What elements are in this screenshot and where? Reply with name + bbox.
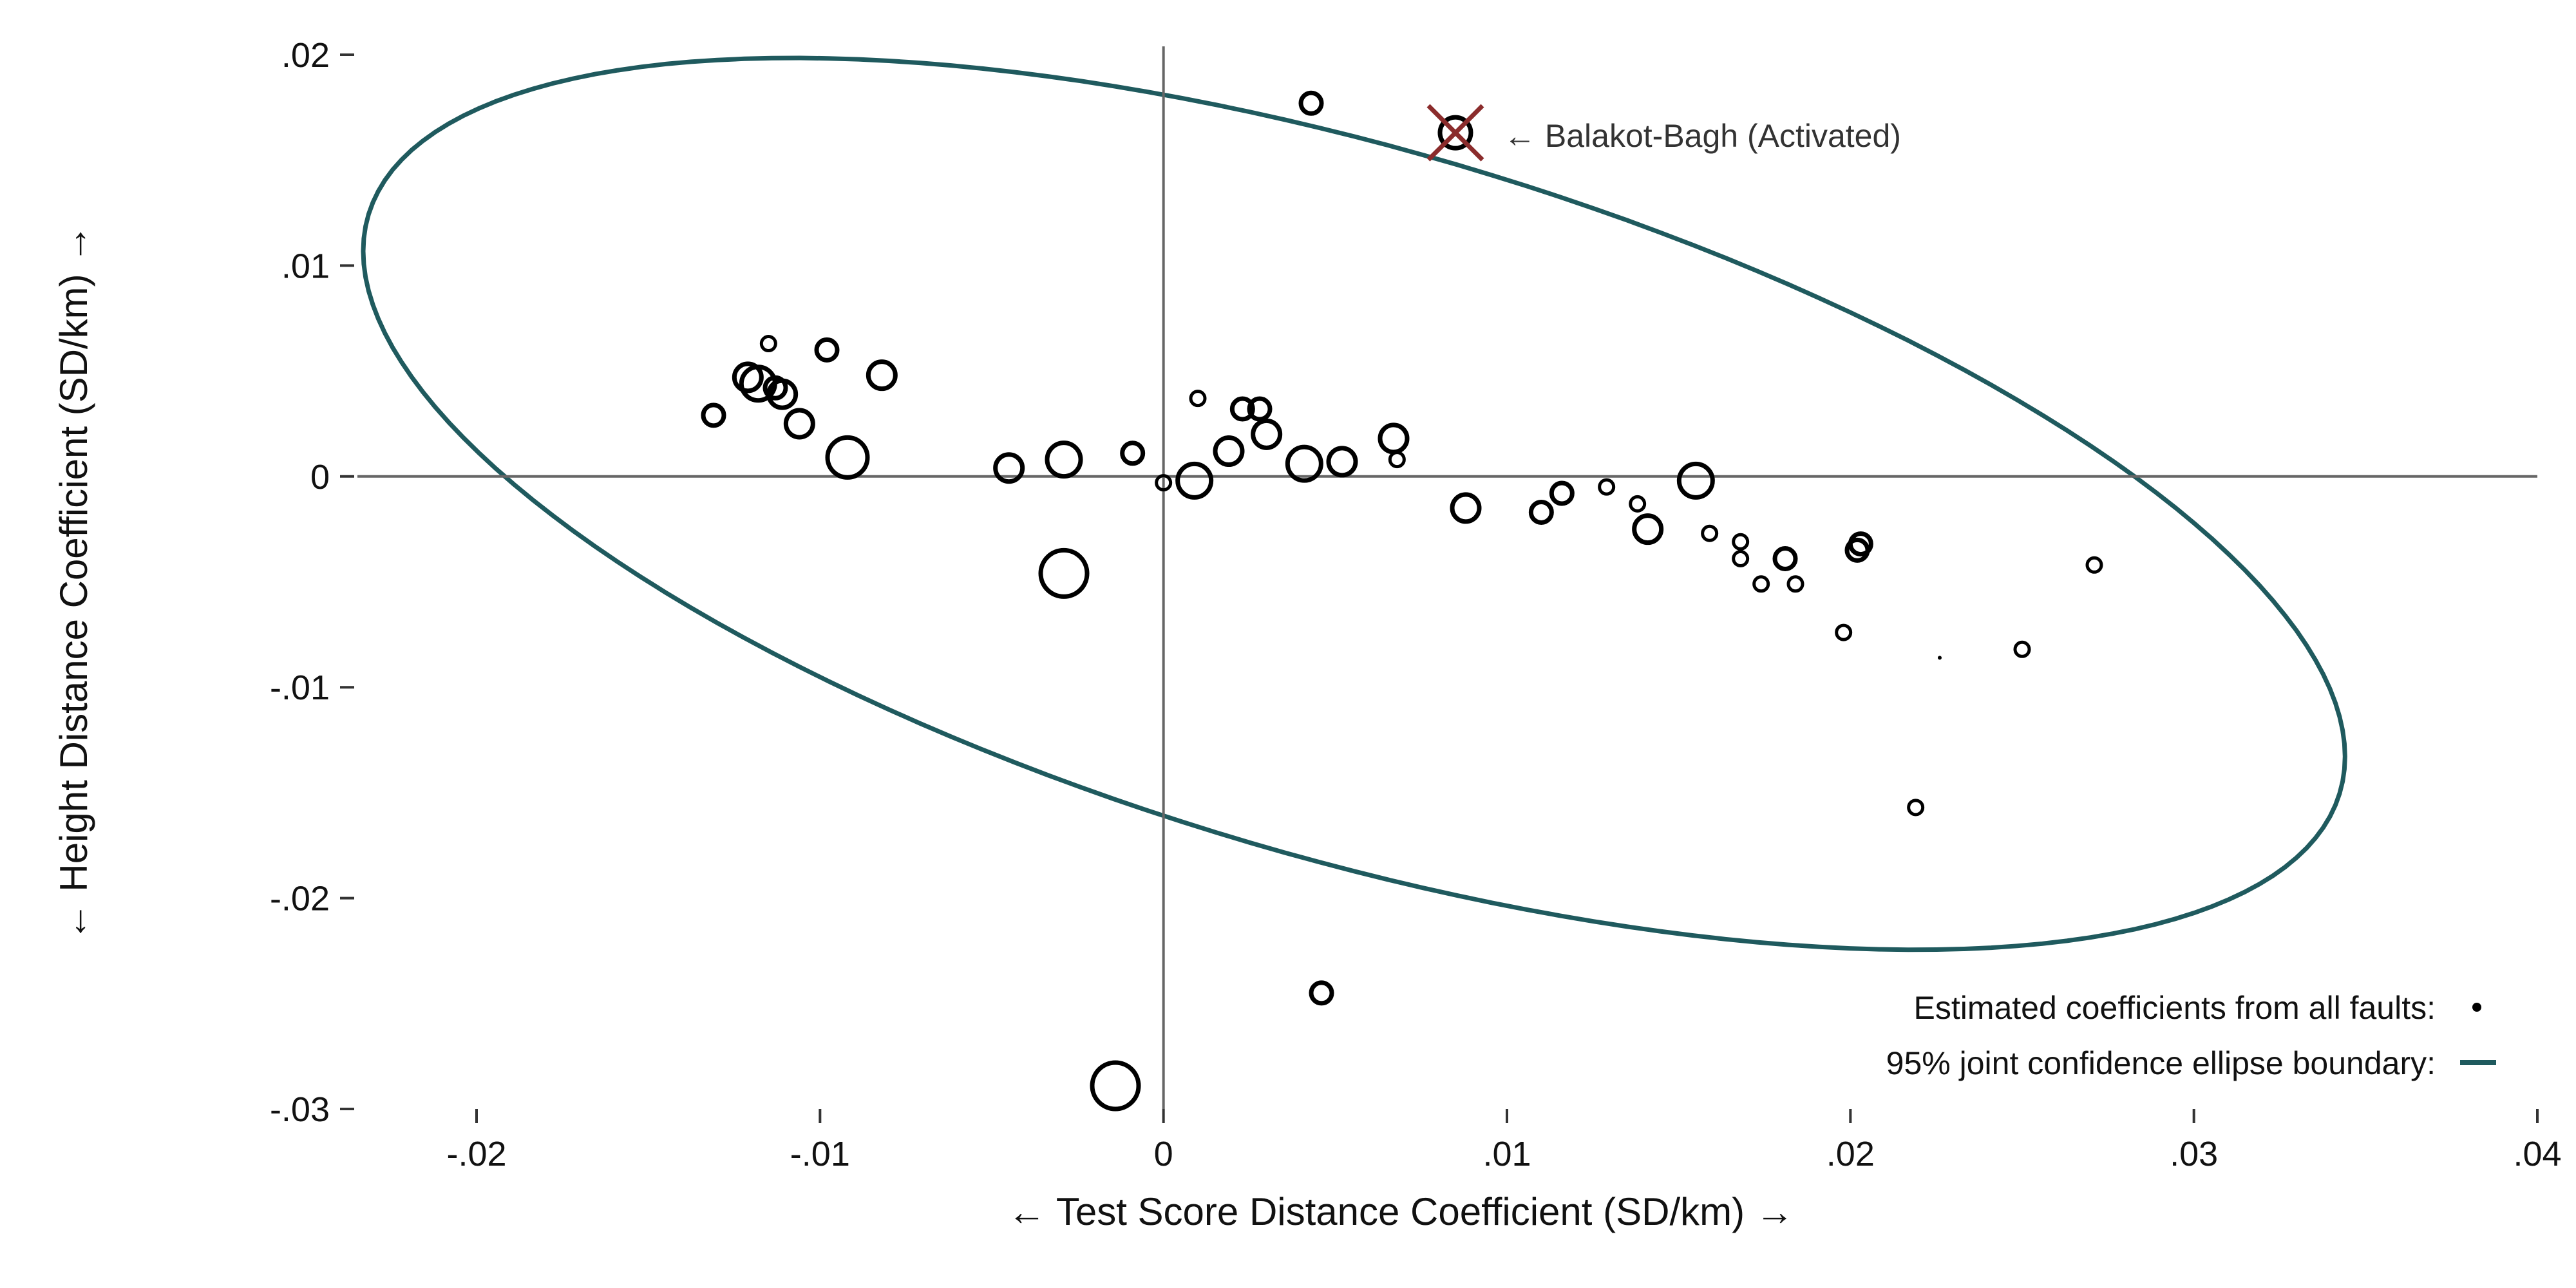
y-tick-label: -.01 — [270, 668, 330, 707]
data-point — [1598, 478, 1616, 496]
data-point — [783, 408, 815, 440]
data-point — [1155, 474, 1173, 492]
y-axis-title: ← Height Distance Coefficient (SD/km) → — [52, 225, 95, 942]
data-point — [1732, 549, 1750, 567]
data-point — [1038, 547, 1090, 599]
data-point — [766, 378, 799, 410]
data-point — [1848, 531, 1873, 557]
x-tick-label: -.01 — [790, 1135, 850, 1173]
data-point — [1120, 440, 1146, 466]
highlight-cross-mark — [1426, 104, 1484, 162]
x-tick-label: .02 — [1826, 1135, 1875, 1173]
data-point — [1045, 440, 1083, 479]
data-point — [1786, 575, 1804, 593]
legend: Estimated coefficients from all faults: … — [1886, 990, 2496, 1081]
annotation-balakot-bagh: ← Balakot-Bagh (Activated) — [1504, 118, 1901, 154]
data-point — [1378, 422, 1410, 455]
x-tick-label: .01 — [1482, 1135, 1531, 1173]
data-point — [1247, 396, 1273, 422]
legend-dot-icon — [2472, 1003, 2481, 1012]
data-points — [701, 90, 2103, 1112]
data-point — [732, 361, 764, 393]
data-point — [1388, 451, 1406, 469]
highlight-point — [1437, 115, 1473, 151]
x-tick-label: .03 — [2170, 1135, 2218, 1173]
ellipse-layer — [361, 55, 2347, 952]
axes: -.02 -.01 0 .01 .02 .03 .04 .02 .01 0 -.01 -.02 -.03 — [270, 36, 2562, 1173]
data-point — [866, 359, 898, 392]
data-point — [1732, 533, 1750, 551]
y-tick-label: 0 — [310, 458, 330, 497]
data-point — [814, 337, 840, 363]
data-point — [762, 375, 788, 401]
data-point — [1676, 461, 1715, 500]
data-point — [1309, 980, 1334, 1006]
data-point — [1450, 492, 1482, 524]
y-tick-label: .02 — [281, 36, 330, 75]
data-point — [1938, 656, 1942, 660]
data-point — [1090, 1060, 1141, 1112]
data-point — [2085, 556, 2103, 574]
data-point — [701, 402, 726, 428]
x-tick-label: -.02 — [446, 1135, 506, 1173]
data-point — [1528, 499, 1554, 525]
data-point — [1189, 390, 1207, 408]
y-tick-label: -.03 — [270, 1090, 330, 1129]
data-point — [1835, 623, 1853, 641]
data-point — [1229, 396, 1255, 422]
data-point — [1701, 524, 1719, 542]
highlight-layer — [1426, 104, 1484, 162]
x-axis-title: ← Test Score Distance Coefficient (SD/km… — [1007, 1190, 1794, 1233]
confidence-ellipse — [361, 55, 2347, 952]
legend-label-points: Estimated coefficients from all faults: — [1913, 990, 2436, 1026]
data-point — [1326, 446, 1358, 478]
data-point — [1285, 444, 1323, 483]
data-point — [2013, 640, 2031, 658]
data-point — [1175, 461, 1214, 500]
data-point — [1632, 513, 1664, 545]
data-point — [1907, 799, 1925, 817]
data-point — [1629, 495, 1647, 513]
data-point — [1251, 418, 1283, 450]
data-point — [825, 435, 870, 480]
legend-label-ellipse: 95% joint confidence ellipse boundary: — [1886, 1045, 2436, 1081]
reference-lines — [357, 46, 2537, 1109]
data-point — [993, 452, 1025, 484]
data-point — [1298, 90, 1324, 116]
data-point — [1549, 480, 1575, 506]
data-point — [1213, 435, 1245, 468]
y-tick-label: .01 — [281, 247, 330, 285]
data-point — [1772, 545, 1798, 571]
data-point — [759, 335, 777, 353]
data-point — [1752, 575, 1770, 593]
x-tick-label: 0 — [1154, 1135, 1173, 1173]
x-tick-label: .04 — [2513, 1135, 2561, 1173]
y-tick-label: -.02 — [270, 880, 330, 918]
